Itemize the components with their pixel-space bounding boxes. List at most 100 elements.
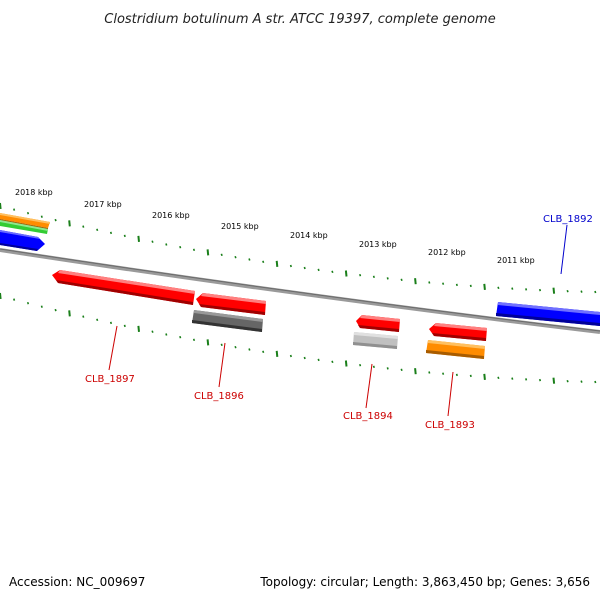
major-tick — [552, 377, 556, 384]
minor-tick — [469, 284, 472, 288]
kbp-labels: 2018 kbp 2017 kbp 2016 kbp 2015 kbp 2014… — [15, 188, 535, 265]
feature-green-left[interactable] — [0, 220, 48, 234]
minor-tick — [455, 283, 458, 287]
minor-tick — [359, 363, 362, 367]
minor-tick — [82, 225, 85, 228]
feature-blue-left[interactable] — [0, 230, 45, 251]
minor-tick — [109, 321, 113, 325]
minor-tick — [248, 258, 251, 261]
gene-leader-lines — [108, 224, 568, 417]
feature-blue-clb1892[interactable] — [496, 302, 600, 326]
minor-tick — [248, 348, 251, 351]
minor-tick — [123, 234, 126, 238]
minor-tick — [82, 315, 85, 318]
inner-tick-ring — [0, 292, 597, 384]
kbp-label-2015: 2015 kbp — [221, 222, 259, 231]
minor-tick — [109, 231, 113, 235]
major-tick — [0, 202, 2, 210]
kbp-label-2012: 2012 kbp — [428, 248, 466, 257]
minor-tick — [13, 208, 16, 211]
minor-tick — [303, 356, 306, 360]
minor-tick — [359, 273, 362, 277]
feature-red-clb1894[interactable] — [356, 315, 400, 332]
kbp-label-2014: 2014 kbp — [290, 231, 328, 240]
minor-tick — [331, 270, 334, 274]
minor-tick — [165, 243, 168, 246]
minor-tick — [538, 288, 542, 292]
minor-tick — [469, 374, 472, 378]
minor-tick — [179, 335, 182, 339]
minor-tick — [40, 215, 43, 218]
minor-tick — [96, 228, 99, 232]
minor-tick — [289, 264, 292, 268]
minor-tick — [511, 377, 514, 380]
minor-tick — [386, 367, 389, 370]
genome-backbone — [0, 248, 600, 334]
map-title: Clostridium botulinum A str. ATCC 19397,… — [104, 12, 495, 27]
accession-text: Accession: NC_009697 — [9, 575, 145, 589]
minor-tick — [26, 301, 30, 305]
minor-tick — [525, 288, 528, 291]
minor-tick — [331, 360, 334, 364]
minor-tick — [580, 380, 583, 383]
minor-tick — [220, 253, 223, 257]
major-tick — [206, 249, 210, 256]
minor-tick — [179, 245, 182, 249]
minor-tick — [400, 278, 403, 282]
feature-orange-clb1893[interactable] — [426, 340, 485, 359]
feature-red-clb1896[interactable] — [196, 293, 266, 315]
minor-tick — [13, 298, 16, 301]
minor-tick — [234, 345, 237, 349]
minor-tick — [594, 380, 597, 384]
feature-red-clb1897[interactable] — [52, 270, 195, 305]
major-tick — [137, 325, 140, 332]
major-tick — [483, 373, 486, 380]
gene-label-clb1894[interactable]: CLB_1894 — [343, 411, 393, 422]
major-tick — [275, 260, 279, 267]
major-tick — [552, 287, 556, 294]
kbp-label-2011: 2011 kbp — [497, 256, 535, 265]
minor-tick — [220, 343, 223, 347]
major-tick — [414, 368, 417, 375]
major-tick — [344, 360, 348, 367]
feature-gray-clb1896[interactable] — [192, 310, 263, 332]
minor-tick — [123, 324, 126, 328]
minor-tick — [372, 275, 375, 279]
genome-summary-text: Topology: circular; Length: 3,863,450 bp… — [259, 575, 590, 589]
gene-label-clb1896[interactable]: CLB_1896 — [194, 391, 244, 402]
minor-tick — [566, 289, 569, 293]
gene-label-clb1897[interactable]: CLB_1897 — [85, 374, 135, 385]
minor-tick — [317, 268, 320, 272]
major-tick — [483, 283, 486, 290]
major-tick — [68, 220, 71, 227]
major-tick — [0, 292, 2, 300]
feature-lightgray-clb1894[interactable] — [353, 332, 398, 349]
minor-tick — [511, 287, 514, 290]
minor-tick — [580, 290, 583, 293]
minor-tick — [192, 338, 196, 342]
minor-tick — [442, 372, 445, 375]
minor-tick — [303, 266, 306, 270]
minor-tick — [525, 378, 528, 381]
minor-tick — [289, 354, 292, 358]
major-tick — [137, 235, 140, 242]
minor-tick — [386, 277, 389, 280]
gene-label-clb1893[interactable]: CLB_1893 — [425, 420, 475, 431]
minor-tick — [26, 211, 30, 215]
minor-tick — [428, 371, 431, 374]
feature-red-clb1893[interactable] — [429, 323, 487, 341]
minor-tick — [317, 358, 320, 362]
minor-tick — [538, 378, 542, 382]
minor-tick — [497, 286, 500, 290]
minor-tick — [262, 350, 265, 354]
minor-tick — [54, 308, 57, 312]
gene-label-clb1892[interactable]: CLB_1892 — [543, 214, 593, 225]
major-tick — [414, 278, 417, 285]
minor-tick — [455, 373, 458, 377]
minor-tick — [372, 365, 375, 369]
minor-tick — [566, 379, 569, 383]
major-tick — [206, 339, 210, 346]
minor-tick — [442, 282, 445, 285]
major-tick — [344, 270, 348, 277]
